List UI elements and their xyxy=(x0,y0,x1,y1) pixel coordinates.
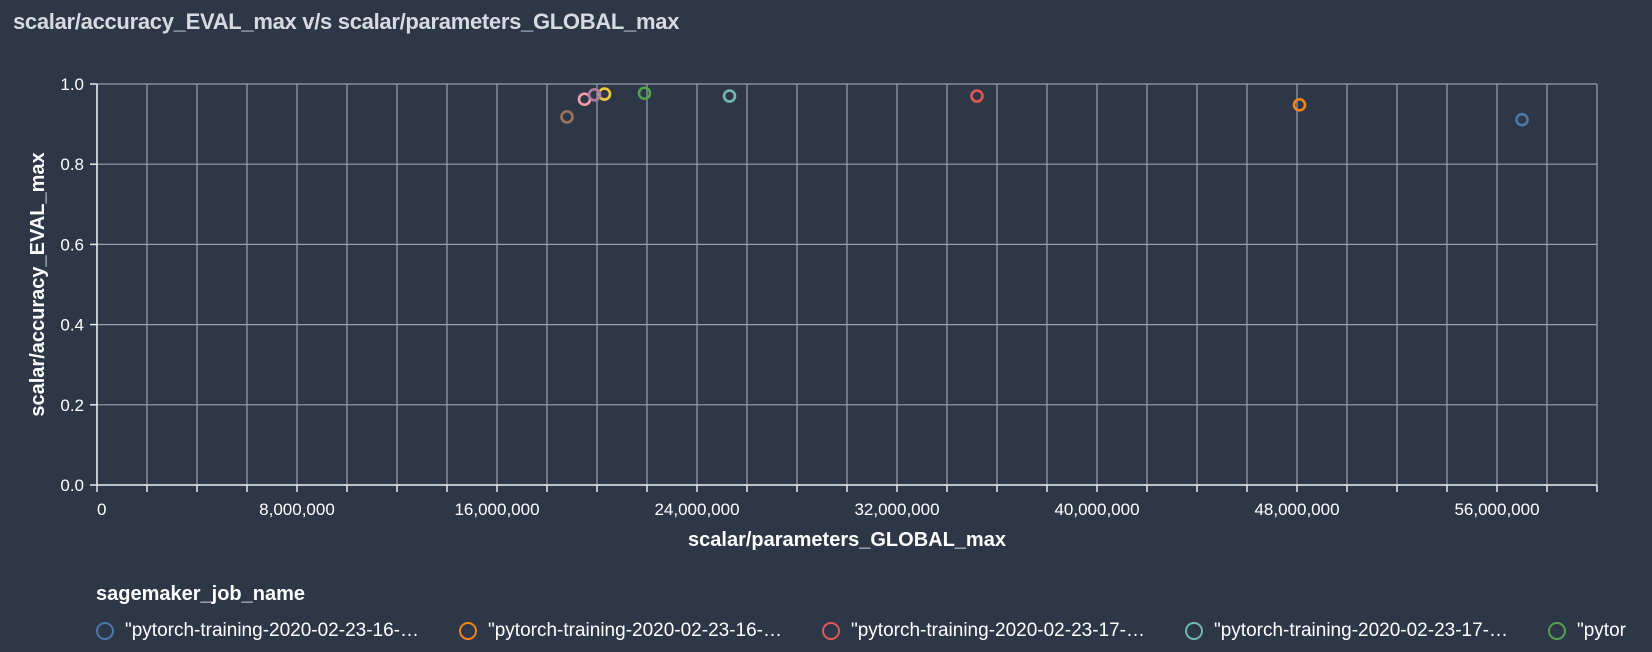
y-tick-label: 0.6 xyxy=(60,235,84,254)
scatter-point[interactable] xyxy=(970,89,984,103)
legend-item[interactable]: "pytorch-training-2020-02-23-17-… xyxy=(1185,617,1508,645)
legend-title: sagemaker_job_name xyxy=(96,583,306,605)
y-tick-label: 0.0 xyxy=(60,476,84,495)
legend-swatch-icon xyxy=(459,622,477,640)
legend-label: "pytorch-training-2020-02-23-16-… xyxy=(125,620,419,641)
x-tick-label: 8,000,000 xyxy=(259,500,335,519)
y-tick-label: 0.4 xyxy=(60,316,84,335)
scatter-point[interactable] xyxy=(722,89,737,103)
legend-label: "pytorch-training-2020-02-23-17-… xyxy=(851,620,1145,641)
legend-item[interactable]: "pytorch-training-2020-02-23-16-… xyxy=(96,617,419,645)
legend-swatch-icon xyxy=(1548,622,1566,640)
y-tick-label: 1.0 xyxy=(60,75,84,94)
x-tick-label: 0 xyxy=(97,500,106,519)
x-tick-label: 24,000,000 xyxy=(654,500,739,519)
scatter-point[interactable] xyxy=(1515,112,1529,127)
x-tick-label: 48,000,000 xyxy=(1254,500,1339,519)
x-axis-ticks: 0 8,000,000 16,000,000 24,000,000 32,000,000… xyxy=(97,500,1540,519)
legend-label: "pytorch-training-2020-02-23-16-… xyxy=(488,620,782,641)
data-points xyxy=(560,86,1529,127)
legend-label: "pytor xyxy=(1577,620,1626,641)
y-tick-label: 0.2 xyxy=(60,396,84,415)
chart-title: scalar/accuracy_EVAL_max v/s scalar/para… xyxy=(13,9,680,34)
y-axis-title: scalar/accuracy_EVAL_max xyxy=(27,152,49,416)
legend-swatch-icon xyxy=(822,622,840,640)
scatter-point[interactable] xyxy=(587,88,602,102)
legend-swatch-icon xyxy=(1185,622,1203,640)
legend[interactable]: "pytorch-training-2020-02-23-16-… "pytorc… xyxy=(96,617,1632,645)
legend-item[interactable]: "pytorch-training-2020-02-23-17-… xyxy=(822,617,1145,645)
axes xyxy=(90,83,1598,492)
scatter-point[interactable] xyxy=(560,110,574,124)
legend-item[interactable]: "pytorch-training-2020-02-23-16-… xyxy=(459,617,782,645)
x-axis-title: scalar/parameters_GLOBAL_max xyxy=(688,529,1006,551)
grid xyxy=(96,83,1598,486)
x-tick-label: 32,000,000 xyxy=(854,500,939,519)
x-tick-label: 40,000,000 xyxy=(1054,500,1139,519)
x-tick-label: 56,000,000 xyxy=(1454,500,1539,519)
legend-swatch-icon xyxy=(96,622,114,640)
scatter-point[interactable] xyxy=(637,86,652,101)
scatter-point[interactable] xyxy=(1292,98,1307,112)
y-tick-label: 0.8 xyxy=(60,155,84,174)
legend-item[interactable]: "pytor xyxy=(1548,617,1626,645)
x-tick-label: 16,000,000 xyxy=(454,500,539,519)
legend-label: "pytorch-training-2020-02-23-17-… xyxy=(1214,620,1508,641)
scatter-plot[interactable]: 0 8,000,000 16,000,000 24,000,000 32,000,000… xyxy=(0,0,1652,580)
y-axis-ticks: 0.0 0.2 0.4 0.6 0.8 1.0 xyxy=(60,75,84,495)
